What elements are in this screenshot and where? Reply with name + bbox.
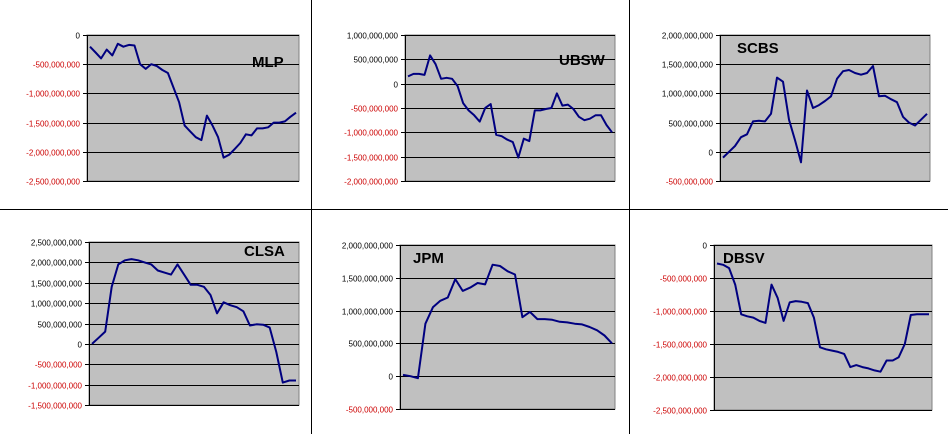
y-tick-label: 0 <box>76 32 81 41</box>
y-tick-label: -500,000,000 <box>33 61 81 70</box>
y-tick-label: -2,000,000,000 <box>344 178 398 187</box>
plot-area <box>713 244 933 411</box>
y-tick-label: 1,000,000,000 <box>347 32 399 41</box>
chart-mlp: 0 -500,000,000 -1,000,000,000 -1,500,000,00… <box>26 32 300 187</box>
y-tick-label: 1,500,000,000 <box>342 275 394 284</box>
y-tick-label: 500,000,000 <box>349 340 394 349</box>
plot-area <box>88 241 300 406</box>
y-tick-label: -2,000,000,000 <box>653 374 707 383</box>
y-tick-label: -500,000,000 <box>346 406 394 415</box>
y-tick-label: -1,500,000,000 <box>28 402 82 411</box>
series-line <box>722 65 928 164</box>
y-tick-label: -1,000,000,000 <box>28 382 82 391</box>
chart-ubsw: 1,000,000,000 500,000,000 0 -500,000,000 -1,… <box>344 32 616 187</box>
y-tick-label: 1,000,000,000 <box>31 300 83 309</box>
chart-jpm: 2,000,000,000 1,500,000,000 1,000,000,000 5… <box>342 242 616 415</box>
chart-title: UBSW <box>559 52 606 69</box>
y-tick-label: 2,000,000,000 <box>342 242 394 251</box>
y-tick-label: 1,000,000,000 <box>342 308 394 317</box>
y-tick-label: -2,000,000,000 <box>26 149 80 158</box>
y-tick-label: 0 <box>703 242 708 251</box>
chart-dbsv: 0 -500,000,000 -1,000,000,000 -1,500,000,00… <box>653 242 933 416</box>
y-tick-label: 500,000,000 <box>38 321 83 330</box>
chart-title: MLP <box>252 54 284 71</box>
y-tick-label: 500,000,000 <box>669 120 714 129</box>
y-tick-label: -500,000,000 <box>666 178 714 187</box>
chart-title: DBSV <box>723 250 765 267</box>
y-tick-label: -500,000,000 <box>35 361 83 370</box>
y-tick-label: -1,500,000,000 <box>344 154 398 163</box>
y-tick-label: 2,000,000,000 <box>31 259 83 268</box>
series-line <box>91 258 296 384</box>
y-tick-label: 2,500,000,000 <box>31 239 83 248</box>
plot-area <box>86 34 300 182</box>
chart-clsa: 2,500,000,000 2,000,000,000 1,500,000,000 1… <box>28 239 300 411</box>
chart-title: SCBS <box>737 40 779 57</box>
chart-title: CLSA <box>244 243 285 260</box>
y-tick-label: -1,000,000,000 <box>26 90 80 99</box>
y-tick-label: -1,500,000,000 <box>653 341 707 350</box>
y-tick-label: -500,000,000 <box>351 105 399 114</box>
y-tick-label: -1,000,000,000 <box>653 308 707 317</box>
y-tick-label: -1,500,000,000 <box>26 120 80 129</box>
y-tick-label: 1,000,000,000 <box>662 90 714 99</box>
y-tick-label: 500,000,000 <box>354 56 399 65</box>
y-tick-label: 0 <box>709 149 714 158</box>
y-tick-label: 2,000,000,000 <box>662 32 714 41</box>
series-line <box>407 54 613 159</box>
series-line <box>716 262 929 373</box>
y-tick-label: 0 <box>389 373 394 382</box>
y-tick-label: 1,500,000,000 <box>31 280 83 289</box>
y-tick-label: 1,500,000,000 <box>662 61 714 70</box>
series-line <box>89 42 297 159</box>
y-tick-label: -500,000,000 <box>660 275 708 284</box>
y-tick-label: 0 <box>394 81 399 90</box>
y-tick-label: -1,000,000,000 <box>344 129 398 138</box>
chart-title: JPM <box>413 250 444 267</box>
y-tick-label: -2,500,000,000 <box>26 178 80 187</box>
y-tick-label: 0 <box>78 341 83 350</box>
series-line <box>402 263 613 380</box>
chart-scbs: 2,000,000,000 1,500,000,000 1,000,000,000 5… <box>662 32 931 187</box>
plot-area <box>399 244 616 410</box>
y-tick-label: -2,500,000,000 <box>653 407 707 416</box>
